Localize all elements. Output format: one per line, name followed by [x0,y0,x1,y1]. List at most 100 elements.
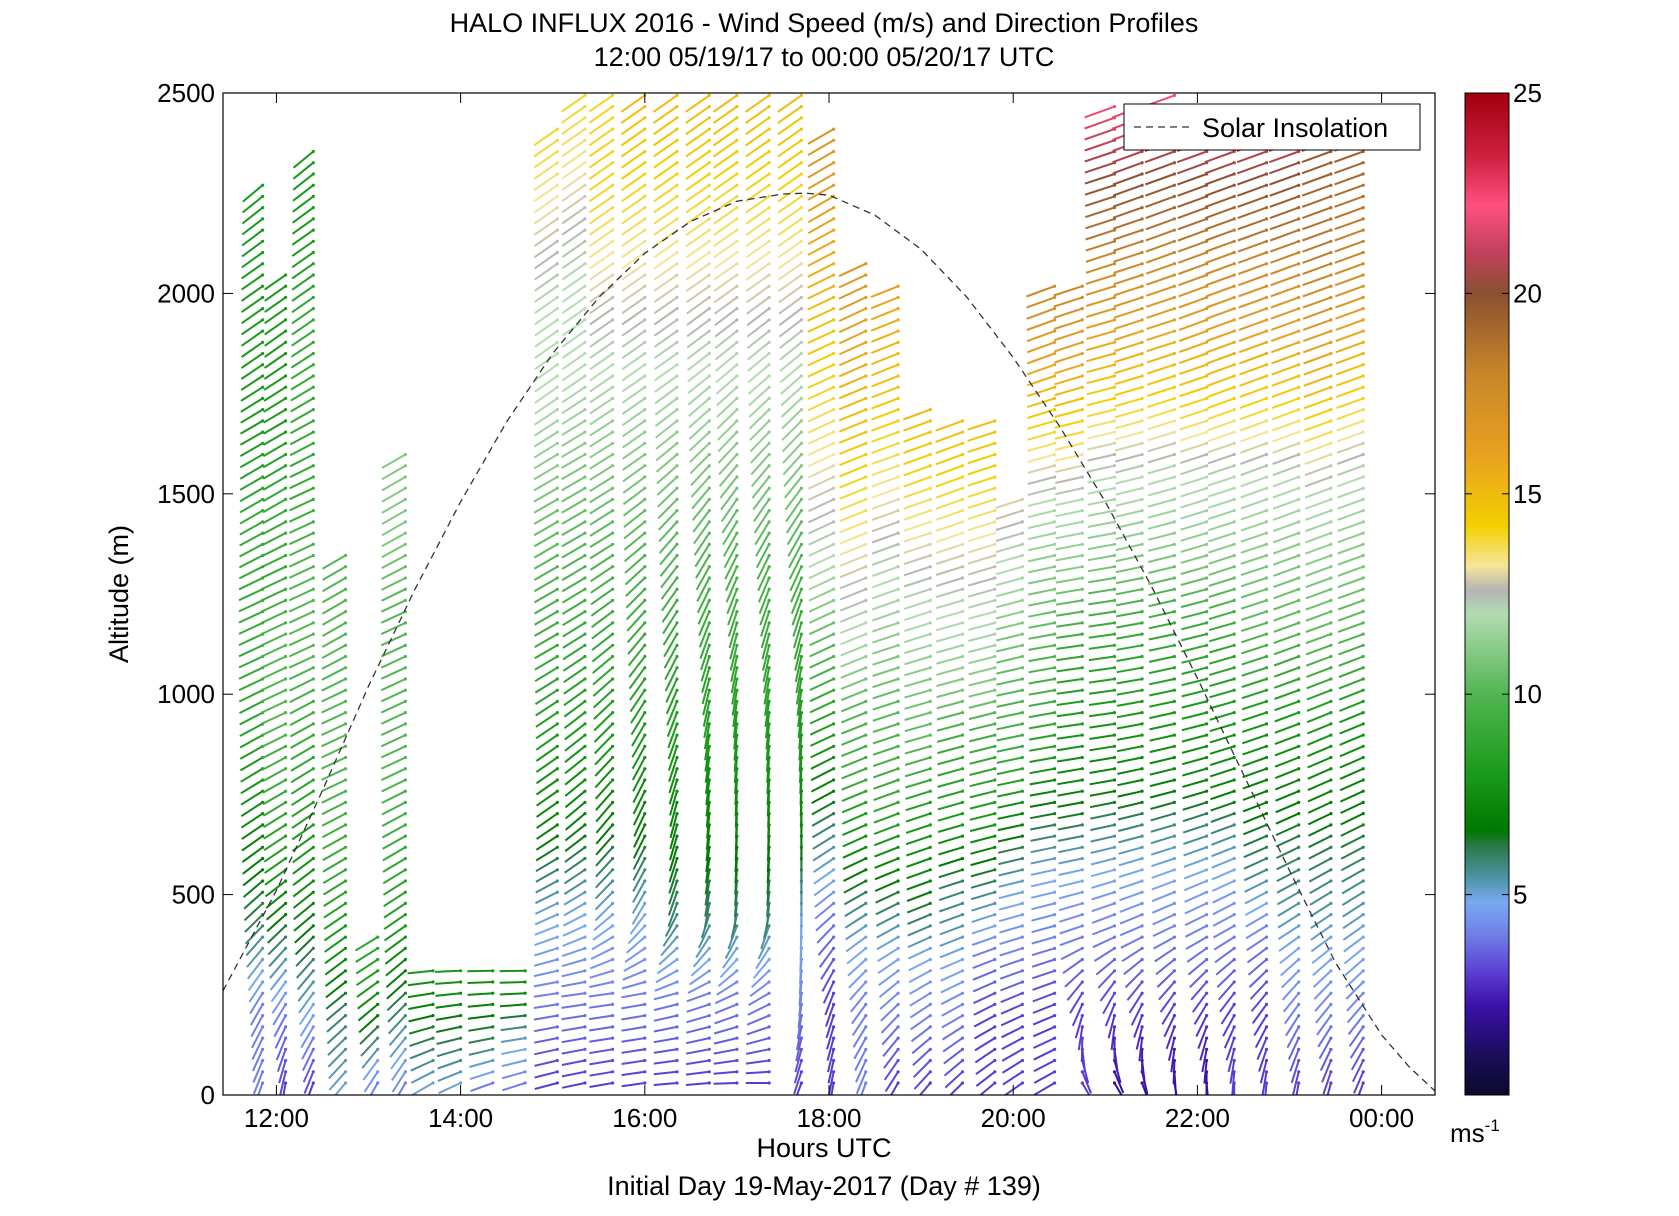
wind-barb [1064,970,1083,988]
wind-barb-dot [928,452,932,457]
wind-barb [534,319,558,337]
wind-barb-dot [523,1058,527,1063]
wind-barb [1029,745,1055,752]
wind-barb [936,644,963,654]
wind-barb-dot [1140,475,1144,479]
wind-barb [1116,700,1143,707]
wind-barb [624,565,646,586]
wind-barb [747,375,770,395]
wind-barb-dot [1297,475,1301,479]
wind-barb [904,767,931,778]
wind-barb-dot [1232,172,1236,176]
wind-barb [534,622,558,637]
wind-barb [872,633,899,644]
wind-barb [300,1026,315,1049]
wind-barb-dot [403,1081,407,1085]
wind-barb [264,285,287,302]
wind-barb-dot [1264,677,1269,681]
wind-barb-dot [960,699,965,704]
wind-barb-dot [832,273,836,277]
wind-barb-dot [832,621,836,625]
wind-barb [999,958,1023,969]
wind-barb-dot [707,980,711,984]
wind-barb [1273,610,1300,622]
wind-barb-dot [1112,699,1117,704]
wind-barb-dot [675,812,679,816]
wind-barb [685,139,710,158]
wind-barb-dot [311,1047,315,1051]
wind-barb [841,734,867,746]
wind-barb [713,285,738,304]
wind-barb-dot [1232,542,1236,546]
wind-barb-dot [832,149,836,154]
wind-barb-dot [583,677,587,681]
wind-barb [564,779,586,797]
wind-barb [807,262,835,278]
wind-barb-dot [284,318,288,322]
wind-barb [807,318,835,333]
wind-barb [534,655,558,671]
wind-barb-dot [1080,699,1084,704]
wind-barb-dot [261,194,265,198]
wind-barb-dot [799,284,804,288]
wind-barb-dot [1053,666,1057,670]
wind-barb [910,1026,931,1043]
wind-barb-dot [1172,93,1176,97]
wind-barb [1027,532,1055,541]
wind-barb [1182,812,1207,823]
wind-barb [807,442,835,457]
wind-barb [878,969,899,987]
wind-barb [1095,958,1116,976]
wind-barb [785,510,803,534]
wind-barb-dot [1080,969,1084,973]
wind-barb [500,1037,526,1043]
wind-barb [240,801,264,818]
wind-barb [1147,476,1175,486]
wind-barb [468,1037,493,1044]
wind-barb [621,240,646,259]
wind-barb [745,1070,770,1075]
wind-barb-dot [555,1081,559,1085]
wind-barb-dot [611,1014,615,1018]
wind-barb-dot [1329,946,1333,950]
wind-barb [968,689,996,698]
wind-barb-dot [707,688,711,692]
wind-barb-dot [376,1036,380,1040]
wind-barb-dot [284,666,288,670]
wind-barb [1268,150,1300,164]
wind-barb [883,1048,899,1069]
wind-barb-dot [261,957,265,962]
wind-barb [238,588,264,602]
wind-barb [817,936,835,956]
wind-barb [1181,644,1207,653]
wind-barb [1115,588,1143,596]
wind-barb [904,678,931,688]
wind-barb-dot [583,755,587,760]
wind-barb [1249,981,1268,1000]
wind-barb [716,397,738,418]
wind-barb-dot [611,93,615,97]
wind-barb [301,1037,315,1060]
wind-barb [807,161,835,179]
wind-barb [1117,745,1143,753]
wind-barb-dot [1140,755,1144,760]
wind-barb-dot [1080,284,1084,288]
wind-barb-dot [928,823,932,827]
wind-barb [1146,307,1175,319]
wind-barb-dot [611,845,615,849]
wind-barb [1119,891,1143,902]
wind-barb [238,678,264,692]
wind-barb [290,363,314,380]
wind-barb [561,352,586,371]
wind-barb [564,824,586,842]
wind-barb [797,712,803,739]
wind-barb [1085,274,1115,285]
wind-barb-dot [1329,576,1333,580]
wind-barb [1028,610,1055,618]
wind-barb [706,813,711,839]
wind-barb-dot [1053,307,1057,311]
wind-barb [1081,1082,1091,1095]
wind-barb [935,520,963,532]
wind-barb [690,465,711,487]
wind-barb-dot [403,946,407,950]
